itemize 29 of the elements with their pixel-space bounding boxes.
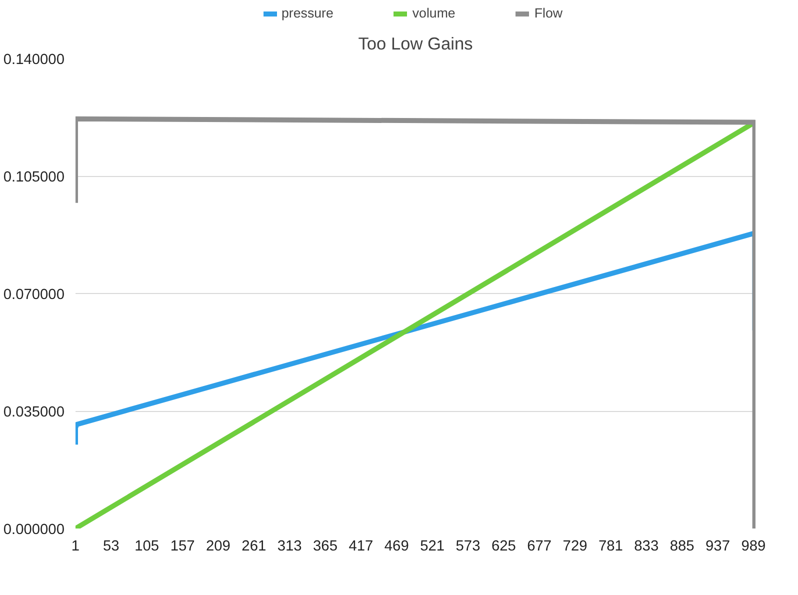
x-tick-label: 365 [313, 538, 338, 554]
x-tick-label: 521 [420, 538, 445, 554]
x-tick-label: 209 [206, 538, 230, 554]
x-tick-label: 157 [170, 538, 195, 554]
x-tick-label: 625 [491, 538, 516, 554]
y-tick-label: 0.070000 [3, 287, 65, 303]
x-tick-label: 469 [384, 538, 409, 554]
x-tick-label: 729 [562, 538, 588, 554]
y-tick-label: 0.105000 [3, 170, 65, 186]
x-tick-label: 989 [741, 538, 766, 554]
x-tick-label: 885 [670, 538, 694, 554]
x-tick-label: 937 [706, 538, 730, 554]
legend-label: volume [412, 6, 456, 20]
x-tick-label: 105 [134, 538, 160, 554]
x-tick-label: 833 [634, 538, 659, 554]
x-tick-label: 781 [598, 538, 623, 554]
y-tick-label: 0.035000 [3, 404, 65, 420]
chart-title: Too Low Gains [358, 34, 474, 54]
x-tick-label: 677 [527, 538, 552, 554]
x-tick-label: 313 [277, 538, 302, 554]
y-tick-label: 0.140000 [3, 52, 65, 68]
legend-label: pressure [282, 6, 334, 20]
legend-label: Flow [534, 6, 562, 20]
x-tick-label: 417 [348, 538, 374, 554]
x-tick-label: 261 [242, 538, 266, 554]
x-tick-label: 573 [456, 538, 480, 554]
y-tick-label: 0.000000 [3, 522, 65, 538]
x-tick-label: 1 [71, 538, 80, 554]
x-tick-label: 53 [103, 538, 120, 554]
